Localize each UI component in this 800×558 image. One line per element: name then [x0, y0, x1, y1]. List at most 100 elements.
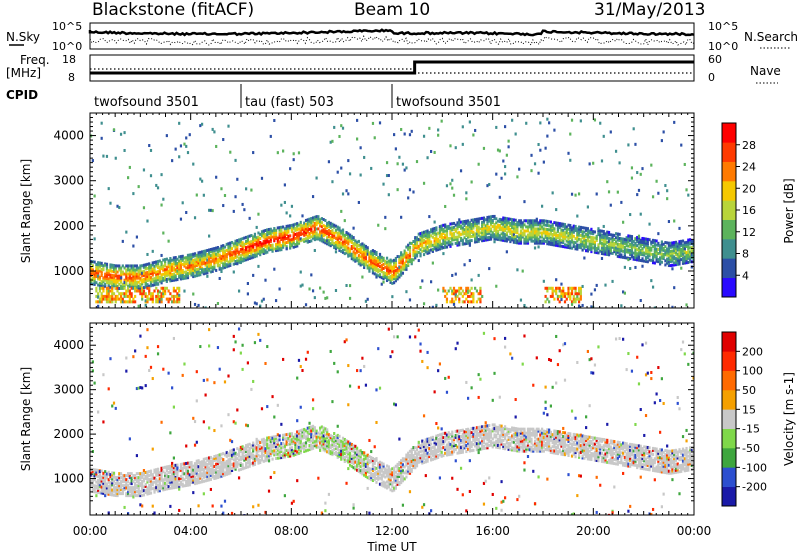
power-cell: [250, 189, 252, 192]
cpid-segment-label: tau (fast) 503: [245, 95, 334, 110]
power-cell: [650, 164, 652, 167]
velocity-cell: [169, 505, 171, 508]
velocity-cell: [145, 384, 147, 387]
velocity-cell: [109, 357, 111, 360]
power-cell: [471, 278, 473, 281]
power-cell: [515, 133, 517, 136]
power-cell: [555, 278, 557, 281]
power-cell: [596, 192, 598, 195]
power-cell: [194, 216, 196, 219]
power-cell: [596, 284, 598, 287]
power-cell: [178, 287, 180, 290]
velocity-cell: [132, 355, 134, 358]
power-cell: [446, 292, 448, 295]
power-cell: [335, 250, 337, 253]
power-cell: [178, 122, 180, 125]
power-cell: [101, 300, 103, 303]
velocity-cell: [171, 386, 173, 389]
power-cell: [522, 270, 524, 273]
velocity-cell: [197, 504, 199, 507]
power-cell: [516, 268, 518, 271]
power-cell: [143, 206, 145, 209]
power-cell: [571, 119, 573, 122]
power-cell: [569, 133, 571, 136]
power-cell: [192, 163, 194, 166]
power-cell: [411, 130, 413, 133]
colorbar-swatch: [722, 258, 736, 278]
power-cell: [488, 267, 490, 270]
velocity-cell: [231, 512, 233, 515]
power-cell: [451, 179, 453, 182]
power-cell: [289, 167, 291, 170]
power-cell: [233, 210, 235, 213]
power-cell: [275, 299, 277, 302]
power-cell: [169, 292, 171, 295]
velocity-cell: [139, 335, 141, 338]
power-cell: [388, 193, 390, 196]
velocity-cell: [173, 406, 175, 409]
power-cell: [298, 151, 300, 154]
power-cell: [545, 147, 547, 150]
power-cell: [227, 125, 229, 128]
power-cell: [589, 162, 591, 165]
power-cell: [594, 230, 596, 233]
power-cell: [456, 295, 458, 298]
power-cell: [379, 121, 381, 124]
velocity-cell: [162, 368, 164, 371]
power-cell: [145, 292, 147, 295]
power-cell: [345, 189, 347, 192]
power-cell: [603, 135, 605, 138]
power-cell: [673, 121, 675, 124]
power-cell: [539, 121, 541, 124]
velocity-cell: [115, 407, 117, 410]
colorbar-tick-label: 8: [742, 248, 749, 261]
power-cell: [305, 303, 307, 306]
power-cell: [619, 233, 621, 236]
power-cell: [548, 121, 550, 124]
power-cell: [506, 154, 508, 157]
power-cell: [143, 289, 145, 292]
power-cell: [631, 177, 633, 180]
power-cell: [472, 133, 474, 136]
power-cell: [416, 160, 418, 163]
power-cell: [582, 285, 584, 288]
velocity-cell: [220, 424, 222, 427]
power-cell: [168, 300, 170, 303]
power-cell: [222, 204, 224, 207]
power-cell: [638, 235, 640, 238]
power-cell: [224, 194, 226, 197]
power-cell: [254, 233, 256, 236]
power-cell: [582, 304, 584, 307]
power-cell: [113, 292, 115, 295]
power-cell: [641, 265, 643, 268]
power-cell: [402, 163, 404, 166]
power-cell: [458, 298, 460, 301]
power-cell: [315, 177, 317, 180]
power-cell: [409, 188, 411, 191]
power-cell: [150, 149, 152, 152]
power-cell: [462, 289, 464, 292]
power-cell: [129, 166, 131, 169]
velocity-cell: [233, 348, 235, 351]
velocity-cell: [224, 380, 226, 383]
power-cell: [342, 229, 344, 232]
power-cell: [370, 167, 372, 170]
range-tick-label: 3000: [53, 174, 84, 188]
velocity-cell: [192, 491, 194, 494]
power-cell: [282, 150, 284, 153]
power-cell: [478, 163, 480, 166]
power-cell: [604, 284, 606, 287]
power-cell: [331, 229, 333, 232]
power-cell: [138, 305, 140, 308]
power-cell: [349, 297, 351, 300]
power-cell: [668, 220, 670, 223]
power-cell: [284, 183, 286, 186]
power-cell: [449, 144, 451, 147]
power-cell: [508, 145, 510, 148]
power-cell: [115, 300, 117, 303]
power-cell: [499, 149, 501, 152]
power-cell: [146, 295, 148, 298]
power-cell: [243, 208, 245, 211]
velocity-cell: [206, 378, 208, 381]
power-cell: [125, 231, 127, 234]
